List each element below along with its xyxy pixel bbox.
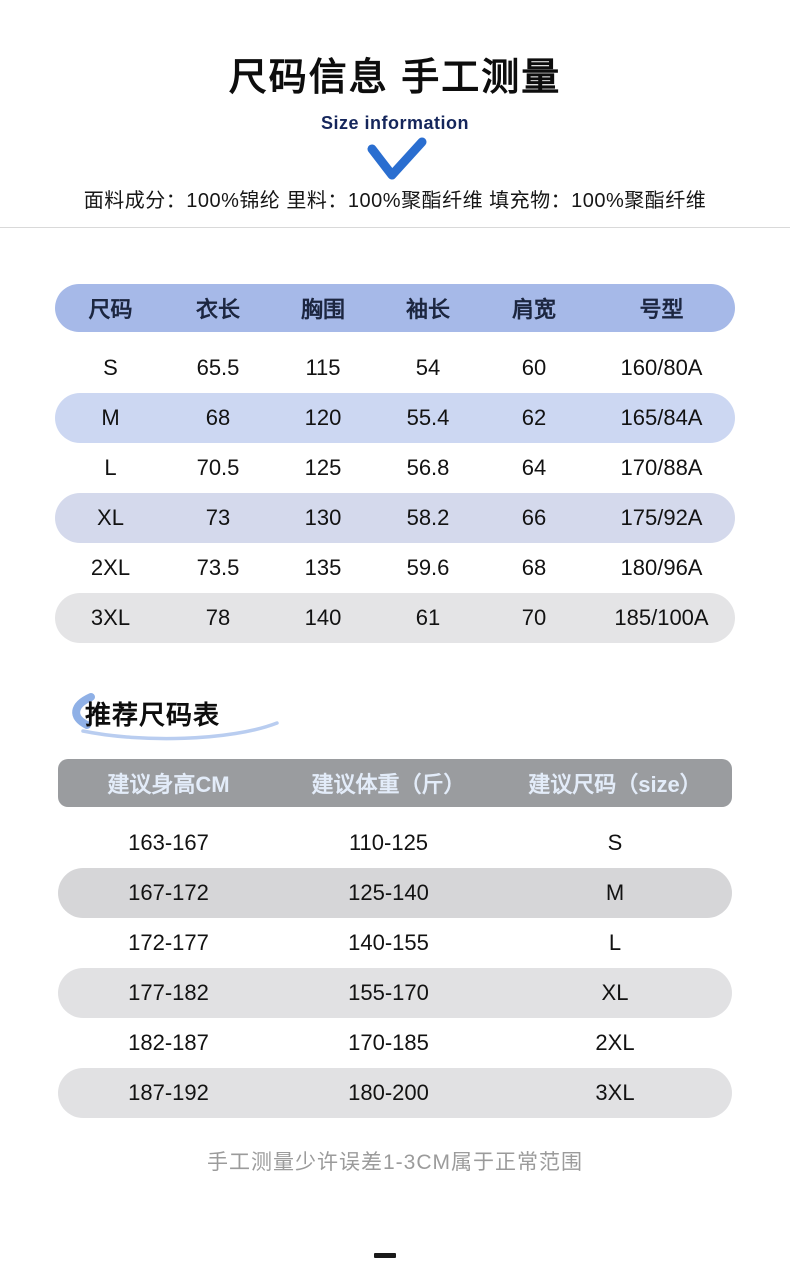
table-cell: L: [104, 455, 117, 480]
table-cell: 73: [205, 505, 231, 530]
table-cell: 60: [521, 355, 547, 380]
size-table-header-row: 尺码 衣长 胸围 袖长 肩宽 号型: [55, 284, 735, 332]
recommend-table: 建议身高CM 建议体重（斤） 建议尺码（size） 163-167 110-12…: [58, 759, 732, 1118]
table-cell: 165/84A: [620, 405, 703, 430]
table-cell: XL: [601, 980, 629, 1005]
table-cell: 110-125: [348, 830, 429, 855]
table-row: M 68 120 55.4 62 165/84A: [55, 393, 735, 443]
recommend-table-header: 建议体重（斤）: [311, 772, 466, 797]
table-cell: 115: [305, 355, 341, 380]
size-table-header: 号型: [639, 297, 684, 322]
table-row: 2XL 73.5 135 59.6 68 180/96A: [55, 543, 735, 593]
table-cell: 66: [521, 505, 547, 530]
table-cell: 170-185: [348, 1030, 429, 1055]
table-cell: 78: [205, 605, 231, 630]
table-cell: 140: [304, 605, 342, 630]
table-cell: 175/92A: [620, 505, 703, 530]
table-cell: S: [607, 830, 623, 855]
table-cell: XL: [97, 505, 124, 530]
table-cell: 187-192: [128, 1080, 209, 1105]
divider-line: [0, 227, 790, 228]
table-row: 182-187 170-185 2XL: [58, 1018, 732, 1068]
table-cell: 177-182: [128, 980, 209, 1005]
table-cell: 2XL: [595, 1030, 635, 1055]
table-row: 172-177 140-155 L: [58, 918, 732, 968]
page-subtitle-en: Size information: [320, 113, 469, 133]
size-table-header: 肩宽: [511, 297, 556, 322]
table-cell: 140-155: [348, 930, 429, 955]
bottom-marker: [374, 1253, 396, 1258]
table-row: 167-172 125-140 M: [58, 868, 732, 918]
table-cell: 59.6: [406, 555, 450, 580]
recommend-section-title: 推荐尺码表: [85, 700, 221, 730]
recommend-table-body: 163-167 110-125 S 167-172 125-140 M 172-…: [58, 818, 732, 1118]
table-row: S 65.5 115 54 60 160/80A: [55, 343, 735, 393]
table-cell: 62: [521, 405, 547, 430]
fabric-composition-text: 面料成分：100%锦纶 里料：100%聚酯纤维 填充物：100%聚酯纤维: [83, 190, 707, 212]
table-row: 3XL 78 140 61 70 185/100A: [55, 593, 735, 643]
table-cell: 70: [521, 605, 547, 630]
table-row: 163-167 110-125 S: [58, 818, 732, 868]
table-cell: 120: [304, 405, 342, 430]
table-cell: 54: [415, 355, 441, 380]
table-cell: 68: [205, 405, 231, 430]
recommend-section-title-wrap: 推荐尺码表: [72, 693, 325, 741]
table-cell: 65.5: [196, 355, 240, 380]
table-cell: 155-170: [348, 980, 429, 1005]
table-row: 177-182 155-170 XL: [58, 968, 732, 1018]
table-row: 187-192 180-200 3XL: [58, 1068, 732, 1118]
table-cell: 73.5: [196, 555, 240, 580]
table-row: L 70.5 125 56.8 64 170/88A: [55, 443, 735, 493]
table-cell: S: [103, 355, 118, 380]
table-cell: L: [608, 930, 622, 955]
recommend-table-header: 建议尺码（size）: [528, 772, 702, 797]
page-title: 尺码信息 手工测量: [228, 57, 562, 99]
table-cell: 125-140: [348, 880, 429, 905]
table-cell: 160/80A: [620, 355, 703, 380]
recommend-table-header-row: 建议身高CM 建议体重（斤） 建议尺码（size）: [58, 759, 732, 807]
table-cell: 170/88A: [620, 455, 703, 480]
table-cell: 70.5: [196, 455, 240, 480]
table-cell: M: [605, 880, 625, 905]
table-row: XL 73 130 58.2 66 175/92A: [55, 493, 735, 543]
table-cell: 130: [304, 505, 342, 530]
size-table-header: 胸围: [300, 297, 345, 322]
measurement-disclaimer: 手工测量少许误差1-3CM属于正常范围: [206, 1151, 583, 1174]
size-table-body: S 65.5 115 54 60 160/80A M 68 120 55.4 6…: [55, 343, 735, 643]
size-table: 尺码 衣长 胸围 袖长 肩宽 号型 S 65.5 115 54 60 160/8…: [55, 284, 735, 643]
table-cell: 185/100A: [614, 605, 709, 630]
table-cell: 61: [415, 605, 441, 630]
table-cell: 180/96A: [620, 555, 703, 580]
table-cell: 182-187: [128, 1030, 209, 1055]
table-cell: 167-172: [128, 880, 209, 905]
table-cell: 172-177: [128, 930, 209, 955]
checkmark-icon: [0, 136, 790, 184]
table-cell: 3XL: [595, 1080, 635, 1105]
size-table-header: 尺码: [88, 297, 133, 322]
table-cell: 135: [304, 555, 342, 580]
table-cell: 163-167: [128, 830, 209, 855]
recommend-table-header: 建议身高CM: [107, 772, 230, 797]
size-table-header: 衣长: [195, 297, 240, 322]
table-cell: 125: [304, 455, 342, 480]
table-cell: 64: [521, 455, 547, 480]
table-cell: M: [101, 405, 120, 430]
table-cell: 55.4: [406, 405, 450, 430]
table-cell: 2XL: [90, 555, 131, 580]
table-cell: 180-200: [348, 1080, 429, 1105]
size-table-header: 袖长: [405, 297, 450, 322]
table-cell: 56.8: [406, 455, 450, 480]
table-cell: 68: [521, 555, 547, 580]
table-cell: 58.2: [406, 505, 450, 530]
table-cell: 3XL: [90, 605, 131, 630]
